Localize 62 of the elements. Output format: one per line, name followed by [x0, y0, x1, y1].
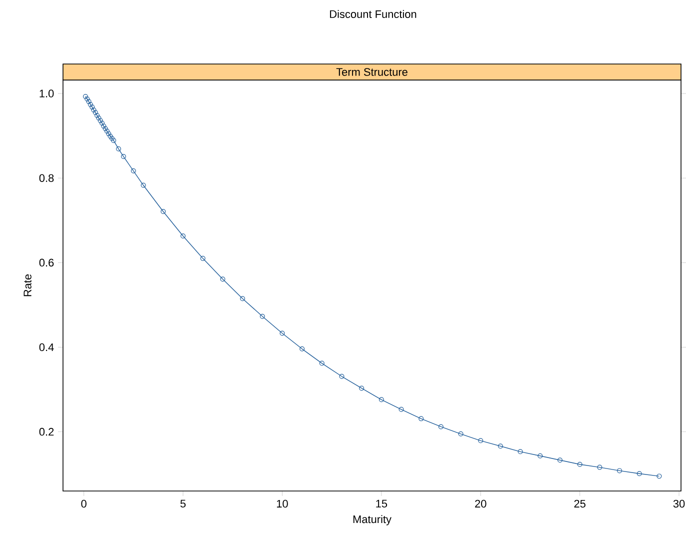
point: [557, 458, 562, 463]
x-tick-label: 0: [81, 500, 86, 508]
point: [130, 168, 136, 174]
point: [86, 99, 92, 104]
point: [96, 116, 102, 121]
point: [458, 431, 464, 436]
point: [94, 113, 100, 118]
point: [438, 424, 444, 430]
y-tick-label: 1.0: [40, 90, 54, 98]
x-tick-label: 20: [475, 500, 486, 508]
point: [101, 124, 106, 129]
point: [116, 146, 122, 152]
point: [300, 346, 305, 352]
point: [88, 102, 93, 108]
point: [280, 330, 285, 336]
y-tick-label: 0.2: [39, 428, 54, 436]
x-tick-label: 30: [673, 500, 685, 508]
point: [92, 110, 98, 116]
point: [577, 462, 582, 467]
point: [260, 314, 265, 319]
point: [339, 374, 344, 379]
point: [160, 208, 166, 214]
point: [91, 108, 96, 113]
point: [617, 468, 622, 474]
point: [636, 471, 642, 476]
point: [398, 406, 404, 412]
point: [108, 134, 113, 139]
point: [220, 276, 226, 282]
y-tick-label: 0.6: [39, 258, 54, 267]
chart-subtitle: Term Structure: [336, 68, 408, 76]
point: [100, 120, 105, 126]
point: [180, 234, 186, 239]
x-axis-title: Maturity: [353, 515, 392, 526]
point: [240, 296, 246, 302]
point: [109, 136, 114, 141]
chart-title: Discount Function: [330, 10, 416, 18]
y-axis-title: Rate: [24, 274, 32, 296]
x-tick-label: 25: [574, 500, 586, 508]
point: [498, 444, 503, 449]
point: [98, 118, 103, 124]
point: [140, 182, 146, 188]
point: [84, 96, 90, 102]
y-tick-label: 0.8: [39, 174, 54, 182]
point: [121, 154, 126, 160]
point: [518, 449, 523, 454]
x-tick-label: 5: [180, 500, 186, 508]
point: [418, 416, 424, 422]
y-tick-label: 0.4: [39, 343, 54, 352]
point: [90, 104, 95, 110]
point: [538, 453, 543, 458]
point: [102, 126, 108, 132]
point: [111, 138, 116, 143]
point: [106, 131, 112, 136]
point: [378, 397, 384, 402]
point: [104, 128, 110, 134]
point: [319, 360, 324, 366]
point: [359, 386, 364, 391]
x-tick-label: 15: [376, 500, 388, 508]
x-tick-label: 10: [276, 500, 288, 508]
point: [597, 464, 602, 470]
point: [200, 256, 206, 261]
point: [478, 438, 484, 444]
